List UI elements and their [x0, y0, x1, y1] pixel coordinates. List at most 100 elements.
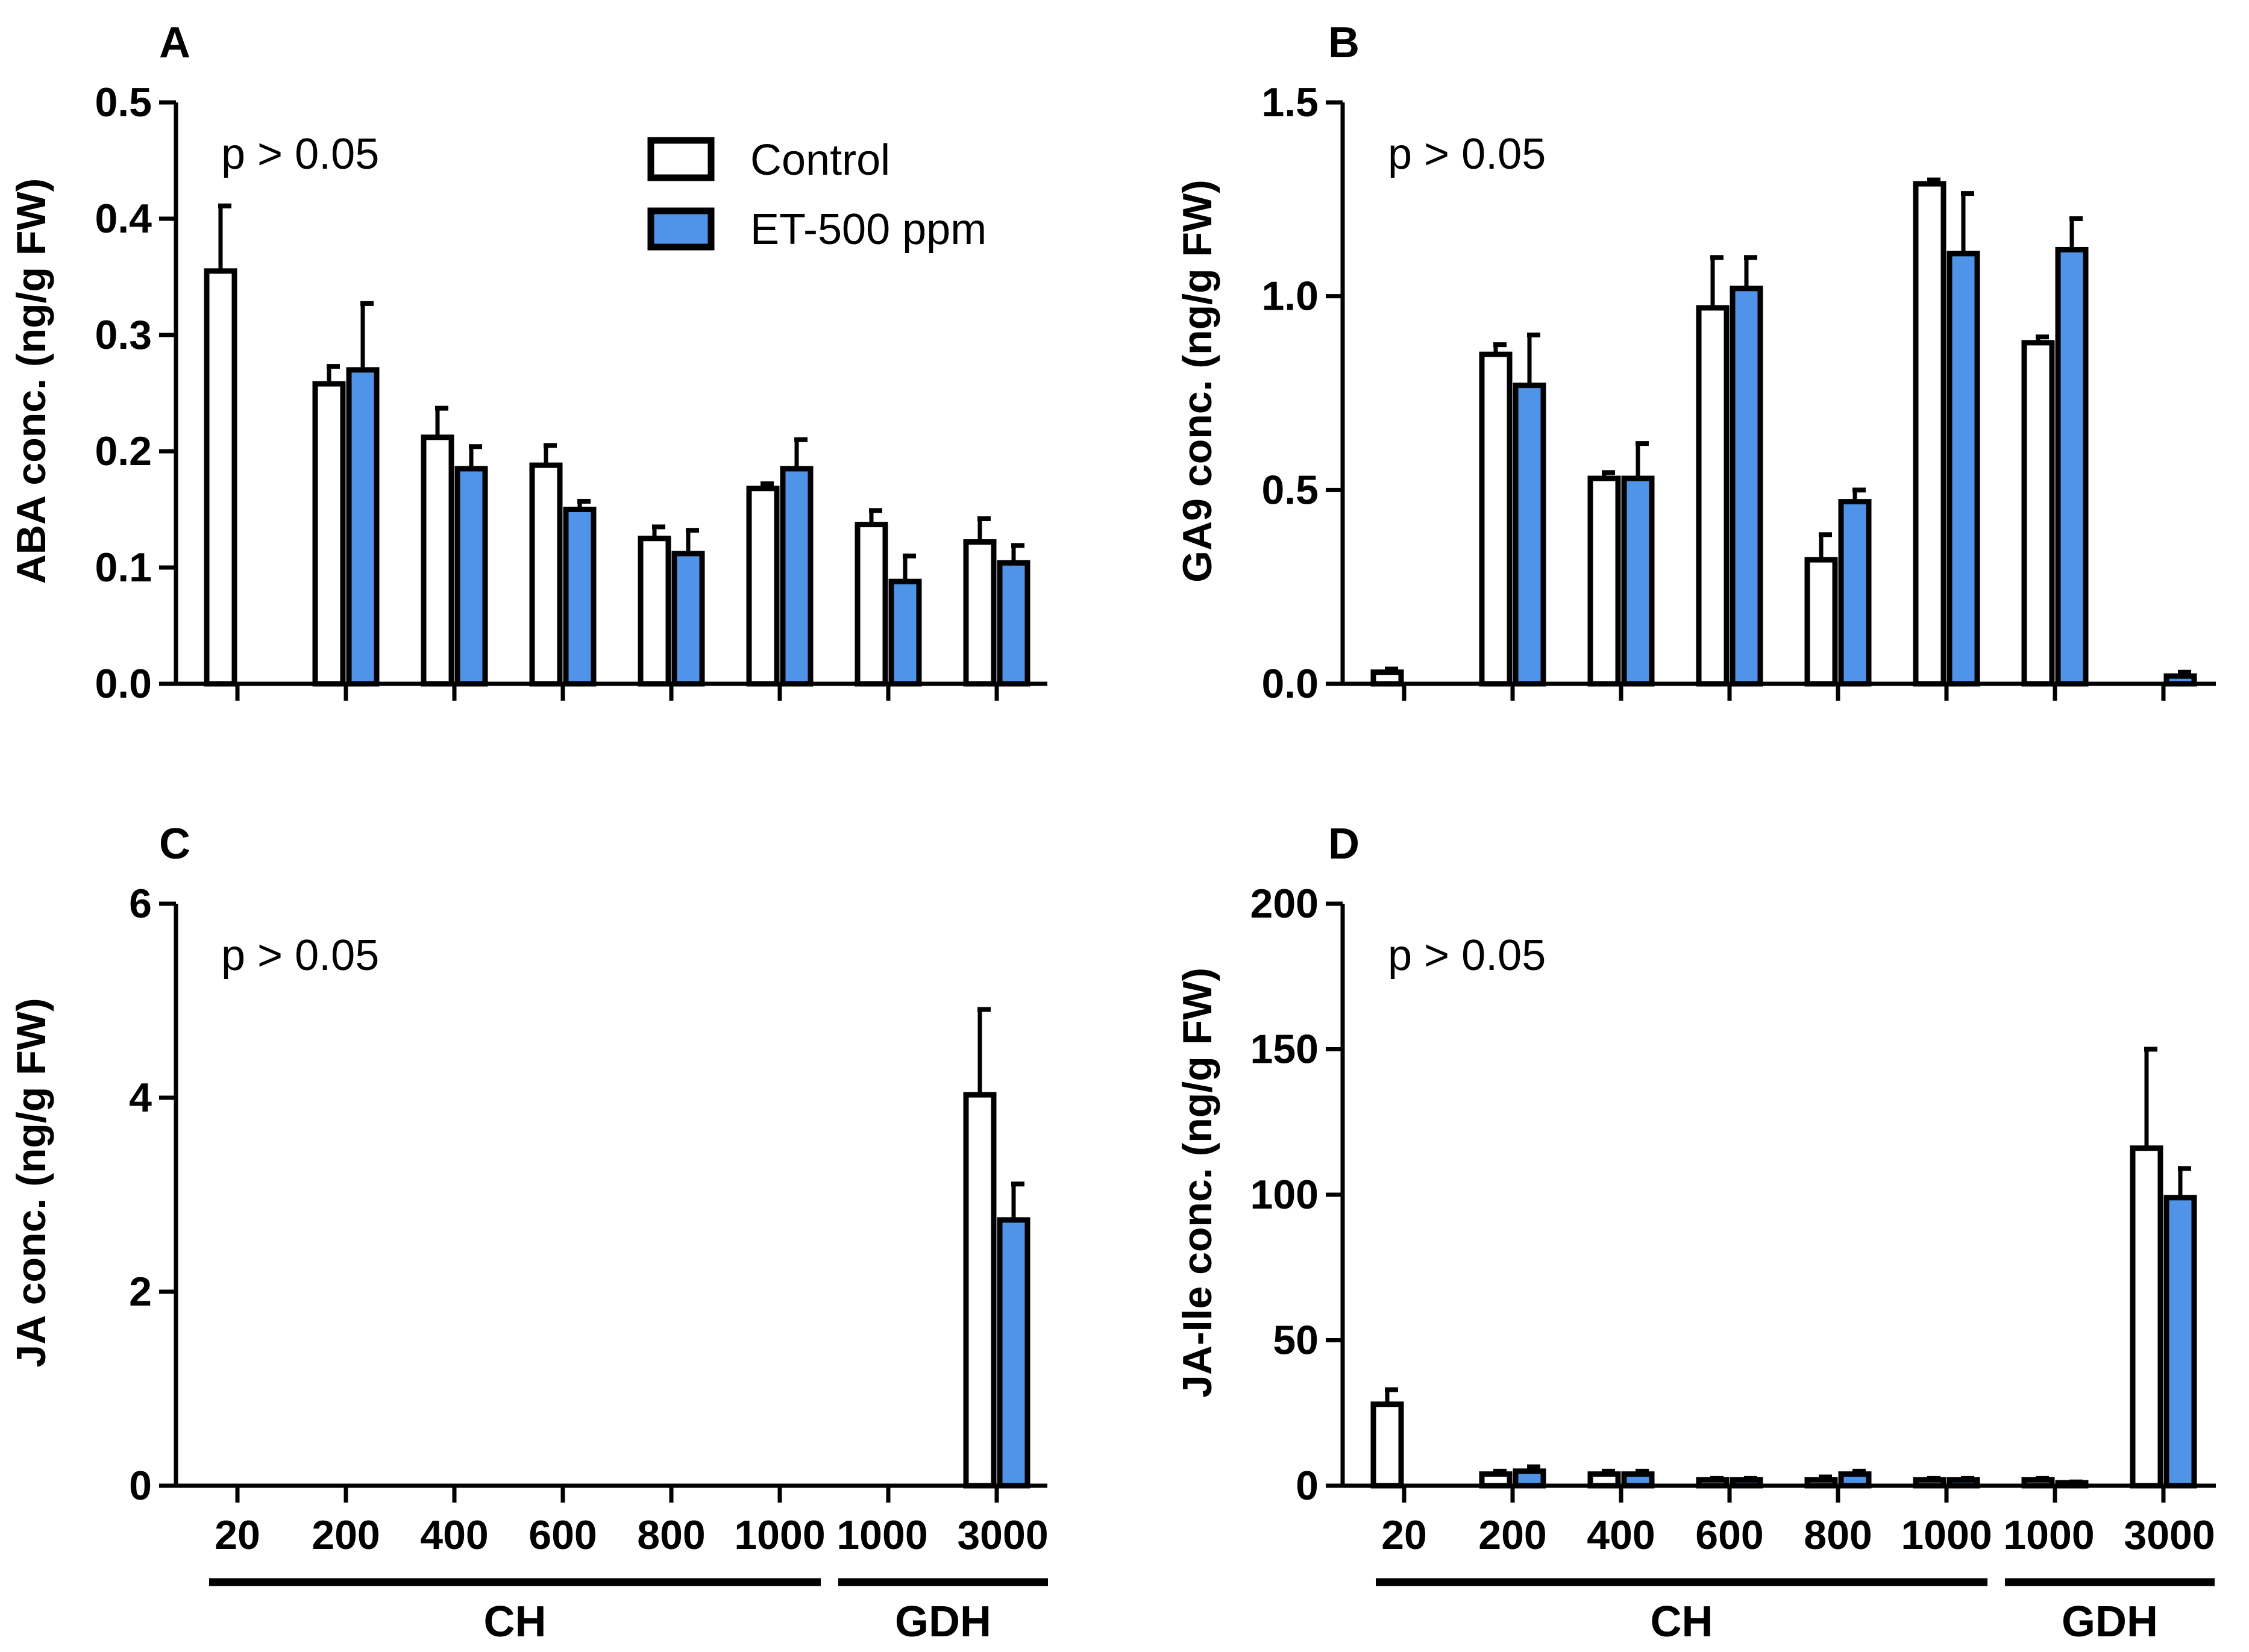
bar-control — [746, 486, 780, 687]
x-tick-label: 400 — [1587, 1512, 1655, 1558]
bar-treatment — [1838, 1471, 1872, 1489]
x-tick-label: 1000 — [1901, 1512, 1992, 1558]
p-value-annotation: p > 0.05 — [221, 931, 379, 980]
x-tick-label: 200 — [1478, 1512, 1546, 1558]
x-tick-label: 1000 — [836, 1512, 927, 1558]
panel-a: A 0.0 0.1 0.2 0.3 0.4 0.5 ABA conc. (ng/g FW) p … — [8, 19, 1047, 707]
y-tick-label: 0.4 — [95, 196, 152, 242]
bar-control — [1696, 305, 1730, 687]
y-tick-label: 100 — [1250, 1172, 1319, 1218]
bar-control — [963, 539, 997, 687]
bar-control — [1804, 1477, 1838, 1489]
bar-control — [1479, 351, 1513, 687]
bar-treatment — [2055, 1480, 2089, 1489]
panel-d: D 0 50 100 150 200 JA-Ile conc. (ng/g FW) p > 0… — [1175, 820, 2216, 1646]
bar-treatment — [1621, 1471, 1655, 1489]
y-tick-label: 0.3 — [95, 312, 152, 358]
x-tick-label: 600 — [529, 1512, 597, 1558]
y-tick-label: 0.0 — [95, 661, 152, 707]
x-tick-label: 1000 — [2003, 1512, 2094, 1558]
panel-letter: B — [1328, 19, 1360, 67]
bar-treatment — [997, 1217, 1030, 1489]
y-tick-label: 200 — [1250, 881, 1319, 927]
bar-control — [1370, 1401, 1404, 1489]
bar-control — [529, 462, 563, 687]
bar-control — [1804, 557, 1838, 687]
bar-control — [421, 434, 454, 687]
y-tick-label: 6 — [129, 881, 152, 927]
x-tick-label: 20 — [215, 1512, 260, 1558]
p-value-annotation: p > 0.05 — [221, 130, 379, 178]
bar-control — [2130, 1145, 2163, 1489]
x-tick-label: 20 — [1381, 1512, 1427, 1558]
bar-control — [1587, 475, 1621, 687]
x-tick-label: 3000 — [957, 1512, 1048, 1558]
group-label: GDH — [895, 1598, 991, 1646]
y-tick-label: 4 — [129, 1075, 152, 1121]
y-tick-label: 0.1 — [95, 545, 152, 590]
bar-treatment — [997, 560, 1030, 687]
panel-c: C 0 2 4 6 JA conc. (ng/g FW) p > 0.05 20 200 400 6… — [8, 820, 1049, 1646]
bar-treatment — [1730, 286, 1763, 687]
y-tick-label: 1.5 — [1261, 80, 1319, 125]
bar-control — [2021, 1477, 2055, 1489]
bar-control — [963, 1092, 997, 1489]
bar-treatment — [671, 551, 705, 687]
bar-treatment — [2055, 246, 2089, 687]
y-tick-label: 0 — [1296, 1463, 1319, 1509]
panel-b: B 0.0 0.5 1.0 1.5 GA9 conc. (ng/g FW) p > 0.05 — [1175, 19, 2216, 707]
y-axis-title: ABA conc. (ng/g FW) — [8, 178, 54, 584]
y-axis-title: JA-Ile conc. (ng/g FW) — [1175, 968, 1220, 1398]
legend: Control ET-500 ppm — [647, 136, 986, 254]
bar-treatment — [1730, 1477, 1763, 1489]
bar-treatment — [2163, 1195, 2197, 1489]
bar-control — [855, 522, 888, 687]
bar-treatment — [1838, 499, 1872, 687]
bar-control — [638, 536, 671, 687]
x-tick-label: 600 — [1695, 1512, 1763, 1558]
panel-letter: C — [159, 820, 190, 868]
bar-control — [1370, 669, 1404, 687]
y-axis-title: GA9 conc. (ng/g FW) — [1175, 180, 1220, 583]
panel-letter: D — [1328, 820, 1360, 868]
y-tick-label: 0.2 — [95, 428, 152, 474]
y-tick-label: 1.0 — [1261, 274, 1319, 319]
bar-control — [1696, 1477, 1730, 1489]
bar-treatment — [346, 367, 380, 687]
bar-treatment — [1513, 383, 1546, 687]
bar-treatment — [1946, 251, 1980, 687]
x-tick-label: 400 — [420, 1512, 488, 1558]
p-value-annotation: p > 0.05 — [1388, 931, 1546, 980]
bar-control — [1587, 1471, 1621, 1489]
y-tick-label: 0.5 — [1261, 467, 1319, 513]
y-tick-label: 2 — [129, 1269, 152, 1315]
group-label: GDH — [2062, 1598, 2158, 1646]
bar-control — [312, 381, 346, 687]
p-value-annotation: p > 0.05 — [1388, 130, 1546, 178]
legend-label-treatment: ET-500 ppm — [750, 205, 986, 254]
bar-treatment — [780, 466, 814, 687]
panel-letter: A — [159, 19, 190, 67]
x-tick-label: 1000 — [734, 1512, 825, 1558]
group-label: CH — [1651, 1598, 1713, 1646]
bar-treatment — [454, 466, 488, 687]
y-tick-label: 150 — [1250, 1027, 1319, 1072]
x-tick-label: 3000 — [2124, 1512, 2215, 1558]
bar-control — [1913, 181, 1946, 687]
bar-treatment — [563, 507, 597, 687]
legend-label-control: Control — [750, 136, 890, 184]
bar-treatment — [1621, 475, 1655, 687]
y-axis-title: JA conc. (ng/g FW) — [8, 998, 54, 1367]
bar-control — [1479, 1471, 1513, 1489]
y-tick-label: 0.5 — [95, 80, 152, 125]
bar-control — [1913, 1477, 1946, 1489]
group-label: CH — [484, 1598, 547, 1646]
bar-treatment — [1513, 1468, 1546, 1489]
bar-control — [204, 268, 237, 687]
legend-swatch-treatment — [647, 207, 715, 251]
legend-swatch-control — [647, 137, 715, 181]
y-tick-label: 50 — [1273, 1318, 1319, 1363]
bar-treatment — [2163, 673, 2197, 687]
bar-control — [2021, 340, 2055, 687]
